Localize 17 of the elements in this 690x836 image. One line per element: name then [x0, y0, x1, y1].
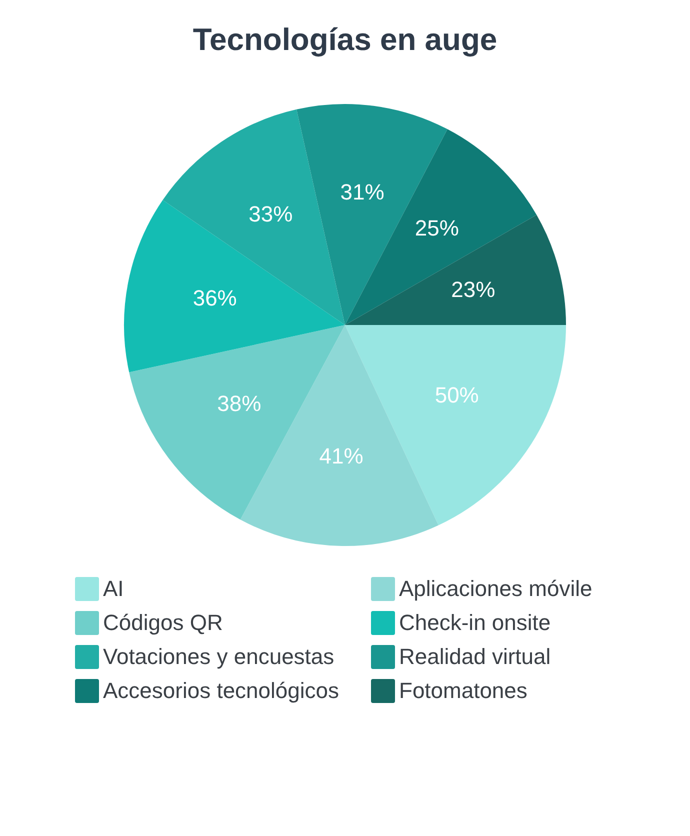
- data-label: 38%: [217, 390, 262, 416]
- legend-label: Fotomatones: [399, 678, 528, 704]
- data-label: 36%: [192, 286, 237, 311]
- legend-label: Aplicaciones móvile: [399, 576, 592, 602]
- data-label: 33%: [248, 201, 293, 226]
- chart-title: Tecnologías en auge: [192, 21, 498, 59]
- data-label: 41%: [319, 444, 364, 469]
- data-label: 25%: [414, 215, 459, 240]
- legend-label: Realidad virtual: [399, 644, 551, 670]
- data-label: 31%: [340, 180, 384, 205]
- legend-label: Códigos QR: [103, 610, 223, 636]
- data-label: 23%: [451, 276, 496, 302]
- legend-label: Accesorios tecnológicos: [103, 678, 340, 704]
- legend-label: AI: [103, 576, 124, 602]
- legend-label: Votaciones y encuestas: [103, 644, 334, 670]
- data-label: 50%: [434, 382, 479, 408]
- legend-label: Check-in onsite: [399, 610, 551, 636]
